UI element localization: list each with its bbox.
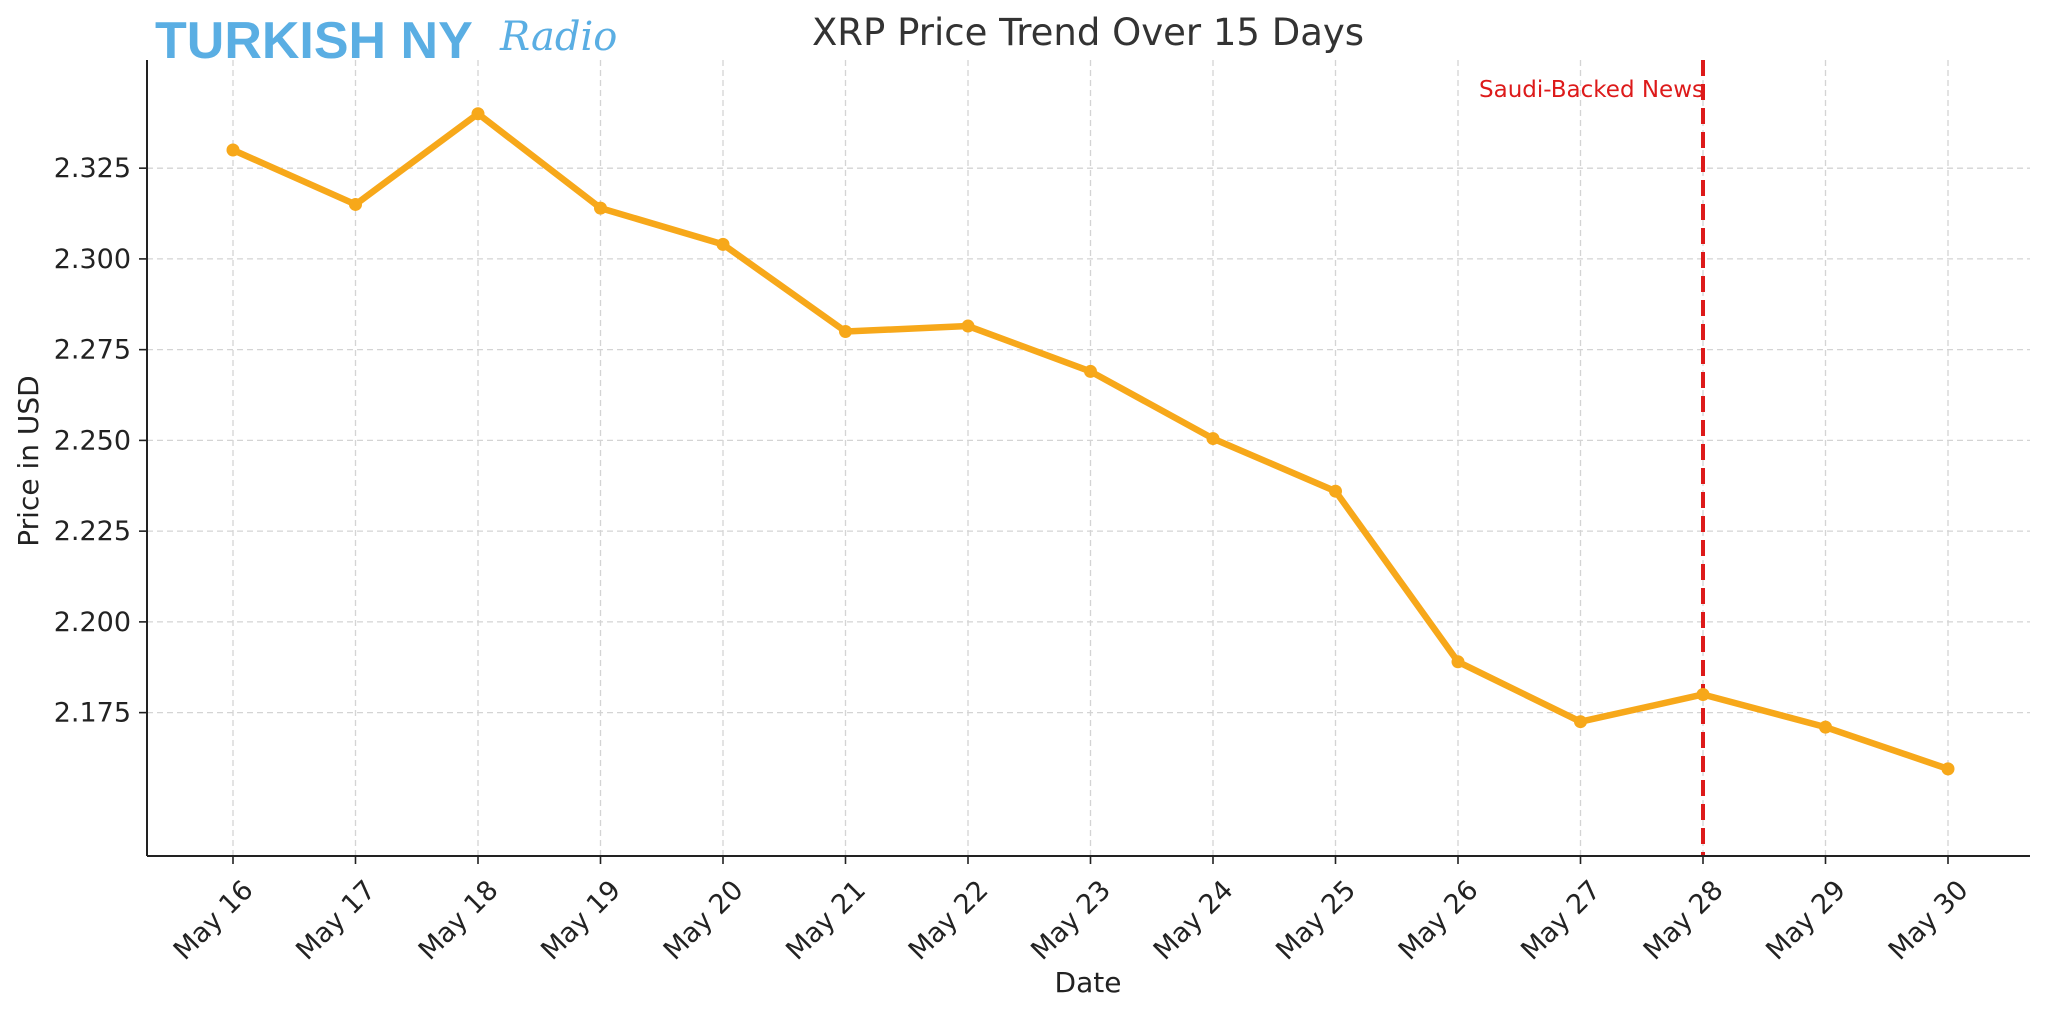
- x-tick-label: May 18: [413, 875, 505, 967]
- data-point: [839, 325, 852, 339]
- x-tick-label: May 24: [1148, 875, 1240, 967]
- x-tick-label: May 26: [1393, 875, 1485, 967]
- x-tick-label: May 19: [535, 875, 627, 967]
- data-point: [1941, 762, 1955, 776]
- data-point: [1084, 364, 1097, 378]
- data-point: [226, 143, 240, 157]
- chart-title: XRP Price Trend Over 15 Days: [812, 11, 1364, 54]
- logo-script-text: Radio: [499, 14, 617, 60]
- data-point: [1329, 484, 1342, 498]
- y-ticks: 2.175 2.200 2.225 2.250 2.275 2.300 2.325: [54, 153, 147, 729]
- logo: TURKISH NY Radio: [155, 12, 617, 70]
- data-point: [716, 237, 730, 251]
- annotations: Saudi-Backed News: [1479, 60, 1705, 856]
- y-tick-label: 2.300: [54, 244, 131, 275]
- logo-main-text: TURKISH NY: [155, 12, 473, 70]
- x-tick-label: May 21: [780, 875, 872, 967]
- annotation-label: Saudi-Backed News: [1479, 77, 1704, 103]
- y-axis-label: Price in USD: [12, 375, 45, 546]
- y-tick-label: 2.250: [54, 425, 131, 456]
- y-tick-label: 2.175: [54, 698, 131, 729]
- data-point: [1206, 432, 1220, 446]
- x-axis-label: Date: [1055, 966, 1122, 999]
- x-tick-label: May 28: [1638, 875, 1730, 967]
- axes: [146, 60, 2030, 857]
- x-tick-label: May 16: [168, 875, 260, 967]
- y-tick-label: 2.200: [54, 607, 131, 638]
- x-tick-label: May 27: [1515, 875, 1607, 967]
- grid: [147, 60, 2030, 856]
- x-tick-label: May 20: [658, 875, 750, 967]
- y-tick-label: 2.275: [54, 335, 131, 366]
- data-point: [1574, 715, 1587, 729]
- data-point: [1819, 720, 1832, 734]
- data-point: [471, 107, 485, 121]
- x-ticks: May 16 May 17 May 18 May 19 May 20 May 21 May …: [168, 856, 1975, 966]
- data-point: [961, 319, 975, 333]
- x-tick-label: May 22: [903, 875, 995, 967]
- data-point: [594, 201, 607, 215]
- data-point: [349, 197, 362, 211]
- x-tick-label: May 17: [290, 875, 382, 967]
- x-tick-label: May 30: [1883, 875, 1975, 967]
- x-tick-label: May 25: [1270, 875, 1362, 967]
- series: [226, 107, 1955, 776]
- x-tick-label: May 29: [1760, 875, 1852, 967]
- x-tick-label: May 23: [1025, 875, 1117, 967]
- data-point: [1451, 655, 1465, 669]
- y-tick-label: 2.325: [54, 153, 131, 184]
- data-point: [1696, 687, 1710, 701]
- y-tick-label: 2.225: [54, 516, 131, 547]
